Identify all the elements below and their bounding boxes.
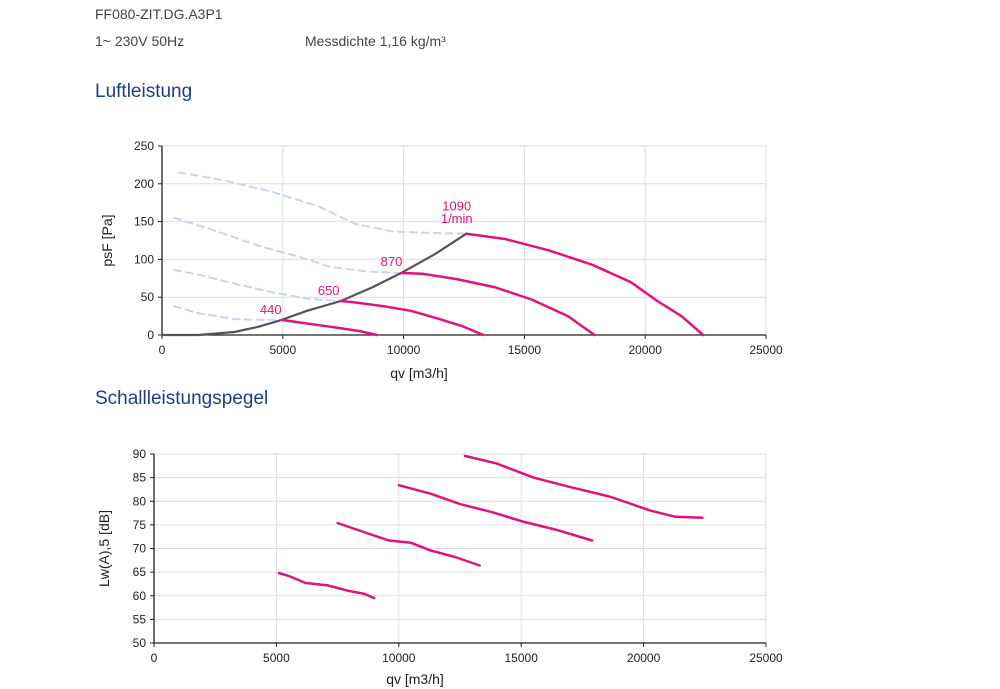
chart1-speed-label: 1090 (442, 198, 471, 213)
chart2-curve (397, 483, 594, 542)
chart1-y-tick-label: 0 (147, 328, 154, 342)
chart1-dashed-curve (173, 305, 283, 321)
chart2-y-tick-label: 85 (133, 471, 147, 485)
chart1-curve-650 (339, 299, 485, 337)
chart2-x-tick-label: 15000 (505, 651, 539, 665)
supply-voltage: 1~ 230V 50Hz (95, 33, 185, 49)
chart2-curve (463, 454, 704, 520)
chart2-y-tick-label: 90 (133, 447, 147, 461)
chart2-x-tick-label: 25000 (749, 651, 783, 665)
chart2-y-axis-label: Lw(A),5 [dB] (96, 510, 112, 587)
chart1-x-tick-label: 25000 (749, 343, 783, 357)
chart2-y-tick-label: 65 (133, 565, 147, 579)
chart1-curve-440 (280, 318, 379, 337)
chart1-x-axis-label: qv [m3/h] (390, 365, 448, 381)
chart1-y-tick-label: 200 (134, 177, 154, 191)
chart1-y-tick-label: 250 (134, 139, 154, 153)
chart1-speed-label: 440 (260, 302, 282, 317)
chart1-x-tick-label: 10000 (387, 343, 421, 357)
chart1-curve-1090 (465, 232, 705, 337)
chart1-speed-label: 650 (318, 283, 340, 298)
chart1-y-tick-label: 50 (141, 290, 155, 304)
chart2-curve (336, 521, 481, 567)
chart2-x-tick-label: 0 (151, 651, 158, 665)
measurement-density: Messdichte 1,16 kg/m³ (305, 33, 446, 49)
chart2-x-tick-label: 10000 (382, 651, 416, 665)
chart2-x-tick-label: 5000 (263, 651, 290, 665)
chart1-system-curve (160, 232, 468, 337)
chart2-x-axis-label: qv [m3/h] (386, 671, 444, 687)
chart1-x-tick-label: 5000 (269, 343, 296, 357)
chart2-y-tick-label: 60 (133, 589, 147, 603)
chart2-y-tick-label: 75 (133, 518, 147, 532)
section-title-sound-power: Schallleistungspegel (95, 388, 269, 409)
chart1-y-axis-label: psF [Pa] (99, 214, 115, 266)
chart1-dashed-curve (173, 269, 342, 302)
section-title-air-performance: Luftleistung (95, 81, 193, 102)
model-name: FF080-ZIT.DG.A3P1 (95, 6, 223, 22)
chart2-x-tick-label: 20000 (627, 651, 661, 665)
chart1-x-tick-label: 0 (159, 343, 166, 357)
chart2-y-tick-label: 50 (133, 636, 147, 650)
chart1-x-tick-label: 20000 (629, 343, 663, 357)
chart1-y-tick-label: 150 (134, 215, 154, 229)
chart2-curve (277, 571, 376, 600)
chart1-curve-870 (399, 271, 596, 337)
chart1-dashed-curve (173, 216, 403, 274)
chart1-x-tick-label: 15000 (508, 343, 542, 357)
chart1-speed-label: 1/min (441, 211, 473, 226)
chart1-dashed-curve (177, 171, 468, 235)
chart2-y-tick-label: 70 (133, 542, 147, 556)
chart2-y-tick-label: 80 (133, 494, 147, 508)
chart2-y-tick-label: 55 (133, 612, 147, 626)
chart1-speed-label: 870 (381, 254, 403, 269)
chart1-y-tick-label: 100 (134, 252, 154, 266)
